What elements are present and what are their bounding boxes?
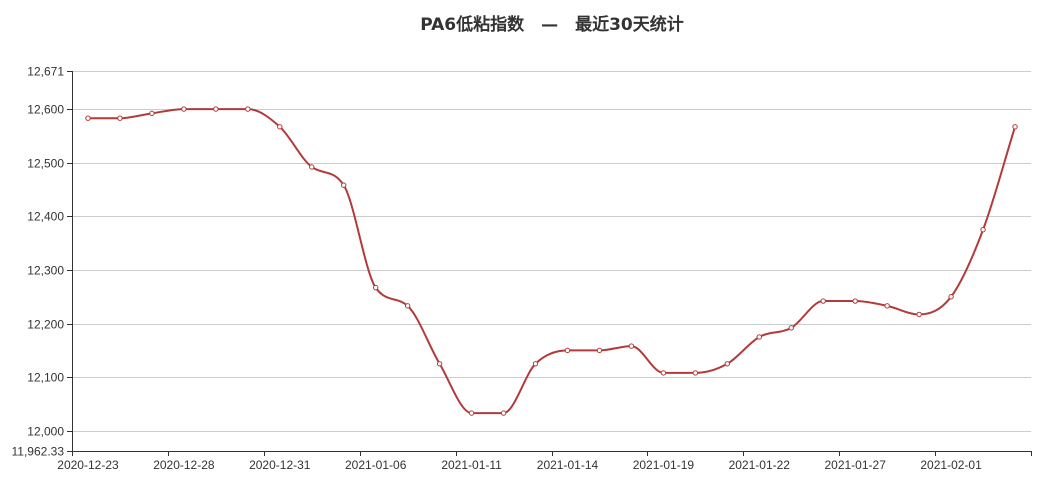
data-point — [436, 361, 443, 367]
y-tick-label: 12,000 — [27, 425, 64, 439]
data-point — [724, 361, 731, 367]
x-tick-label: 2021-01-14 — [537, 458, 599, 472]
data-point — [468, 410, 475, 416]
x-tick-label: 2021-01-19 — [633, 458, 695, 472]
y-axis: 12,671 12,600 12,500 12,400 12,300 12,200 12,1… — [12, 65, 73, 459]
y-tick-label: 12,600 — [27, 103, 64, 117]
data-point — [372, 284, 379, 291]
data-point — [660, 370, 667, 376]
grid-lines — [72, 71, 1031, 432]
data-point — [788, 325, 794, 331]
series-line — [87, 108, 1016, 415]
data-point — [404, 303, 411, 309]
y-tick-label: 12,671 — [27, 65, 64, 79]
x-axis: 2020-12-23 2020-12-28 2020-12-31 2021-01-06… — [57, 451, 1032, 472]
y-tick-label: 12,300 — [27, 264, 64, 278]
data-point — [213, 106, 219, 112]
data-point — [564, 347, 571, 354]
data-point — [948, 294, 954, 300]
data-point — [884, 303, 890, 309]
x-tick-label: 2021-02-01 — [920, 458, 982, 472]
data-point — [181, 106, 187, 112]
data-point — [245, 106, 251, 112]
y-tick-label: 12,400 — [27, 210, 64, 224]
data-point — [596, 347, 603, 354]
data-point — [149, 110, 155, 117]
x-tick-label: 2020-12-23 — [57, 458, 119, 472]
data-point — [916, 311, 922, 318]
x-tick-label: 2021-01-06 — [345, 458, 407, 472]
data-point — [277, 124, 283, 130]
y-tick-label: 12,500 — [27, 157, 64, 171]
data-point — [341, 182, 347, 188]
data-point — [85, 115, 91, 121]
series-layer — [85, 106, 1018, 416]
data-point — [532, 361, 539, 367]
x-tick-label: 2021-01-22 — [729, 458, 791, 472]
data-point — [309, 164, 315, 170]
data-point — [980, 227, 986, 233]
data-point — [820, 298, 826, 304]
x-tick-label: 2021-01-11 — [441, 458, 502, 472]
x-tick-label: 2020-12-28 — [153, 458, 215, 472]
y-tick-label: 12,100 — [27, 371, 64, 385]
data-point — [117, 115, 123, 121]
data-point — [500, 410, 507, 416]
data-point — [692, 370, 699, 376]
data-point — [1012, 124, 1018, 130]
x-tick-label: 2020-12-31 — [249, 458, 311, 472]
x-tick-label: 2021-01-27 — [824, 458, 886, 472]
data-point — [852, 298, 858, 304]
y-tick-label: 11,962.33 — [12, 445, 65, 459]
chart-title: PA6低粘指数 — 最近30天统计 — [420, 14, 684, 35]
y-tick-label: 12,200 — [27, 318, 64, 332]
data-point — [628, 343, 635, 349]
data-point — [756, 334, 762, 340]
